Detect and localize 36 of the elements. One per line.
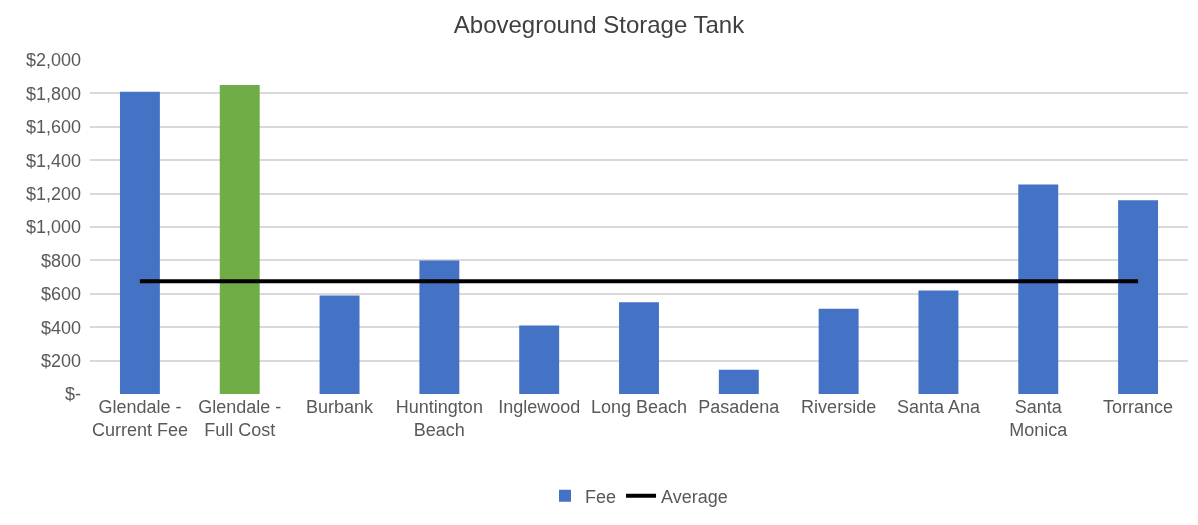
bar [918, 290, 959, 394]
legend-label: Average [661, 486, 728, 507]
y-tick-label: $2,000 [25, 50, 81, 71]
y-tick-label: $- [64, 384, 81, 405]
legend-label: Fee [585, 486, 617, 507]
x-tick-label: Torrance [1103, 397, 1174, 417]
y-tick-label: $1,400 [25, 150, 81, 171]
chart-title: Aboveground Storage Tank [453, 10, 746, 38]
y-tick-label: $600 [40, 284, 81, 305]
x-tick-label: Burbank [306, 397, 375, 417]
bar [519, 325, 560, 394]
x-tick-label: Santa Monica [1009, 397, 1069, 441]
bar [818, 308, 859, 394]
bar [419, 260, 460, 394]
bar [1118, 200, 1159, 394]
x-tick-label: Pasadena [698, 397, 781, 417]
x-tick-label: Glendale - Full Cost [198, 397, 282, 441]
y-tick-label: $1,000 [25, 217, 81, 238]
y-tick-label: $1,200 [25, 183, 81, 204]
bar [119, 91, 160, 394]
y-tick-label: $1,800 [25, 83, 81, 104]
y-tick-label: $1,600 [25, 117, 81, 138]
x-tick-label: Inglewood [498, 397, 581, 417]
bar [619, 302, 659, 394]
y-tick-label: $200 [40, 350, 81, 371]
y-tick-label: $400 [40, 317, 81, 338]
bar [319, 295, 360, 394]
bar [1018, 184, 1059, 394]
x-tick-label: Riverside [801, 397, 877, 417]
x-tick-label: Huntington Beach [395, 397, 483, 441]
bar [219, 85, 260, 394]
bar [718, 369, 759, 394]
x-tick-label: Glendale - Current Fee [91, 397, 188, 441]
x-tick-label: Long Beach [590, 397, 688, 417]
x-tick-label: Santa Ana [896, 397, 981, 417]
y-tick-label: $800 [40, 250, 81, 271]
